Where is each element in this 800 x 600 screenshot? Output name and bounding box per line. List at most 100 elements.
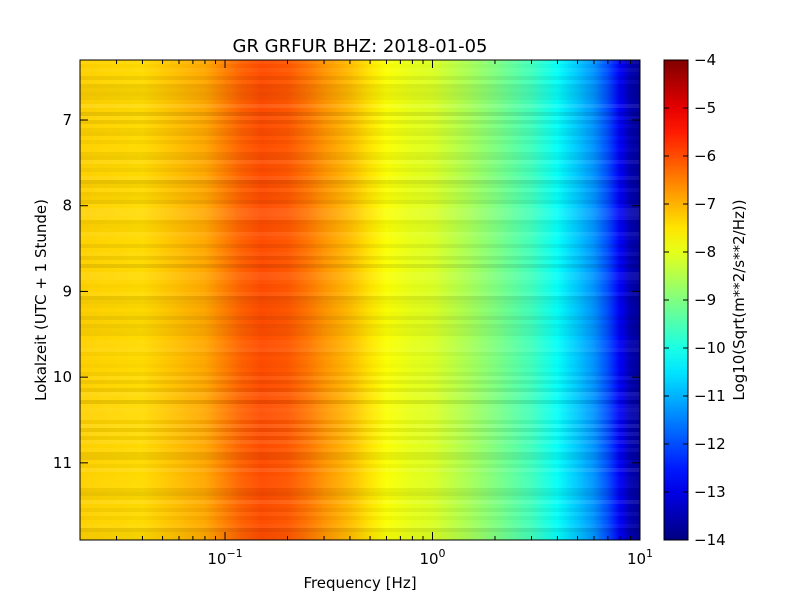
time-row (80, 148, 640, 152)
time-row (80, 160, 640, 164)
colorbar-tick-label: −5 (694, 99, 716, 117)
time-row (80, 364, 640, 368)
x-tick-base: 10 (627, 550, 646, 568)
time-row (80, 80, 640, 84)
time-row (80, 428, 640, 432)
time-row (80, 296, 640, 300)
colorbar-tick-label: −8 (694, 243, 716, 261)
time-row (80, 112, 640, 116)
time-row (80, 96, 640, 100)
time-row (80, 320, 640, 324)
time-row (80, 508, 640, 512)
time-row (80, 348, 640, 352)
time-row (80, 536, 640, 540)
y-tick-label: 11 (53, 454, 72, 472)
time-row (80, 116, 640, 120)
y-axis: 7 8 9 10 11 (53, 111, 640, 472)
time-row (80, 264, 640, 268)
time-row (80, 232, 640, 236)
time-row (80, 416, 640, 420)
time-row (80, 244, 640, 248)
x-tick-exponent: −1 (226, 547, 242, 560)
chart-title: GR GRFUR BHZ: 2018-01-05 (233, 36, 488, 57)
y-tick-label: 10 (53, 368, 72, 386)
x-tick-base: 10 (419, 550, 438, 568)
time-row (80, 268, 640, 272)
time-row (80, 372, 640, 376)
time-row (80, 468, 640, 472)
x-axis-title: Frequency [Hz] (303, 574, 416, 592)
time-row (80, 204, 640, 208)
time-row (80, 532, 640, 536)
time-row (80, 252, 640, 256)
colorbar-tick-label: −9 (694, 291, 716, 309)
time-row (80, 220, 640, 224)
time-row (80, 164, 640, 168)
time-row (80, 152, 640, 156)
colorbar-tick-label: −4 (694, 51, 716, 69)
x-tick-label: 10−1 (207, 547, 242, 568)
time-row (80, 280, 640, 284)
time-row (80, 520, 640, 524)
time-row (80, 516, 640, 520)
time-row (80, 156, 640, 160)
time-row (80, 132, 640, 136)
time-row (80, 120, 640, 124)
time-row (80, 460, 640, 464)
time-row (80, 528, 640, 532)
time-row (80, 168, 640, 172)
colorbar-tick-label: −11 (694, 387, 726, 405)
time-row (80, 276, 640, 280)
x-tick-label: 101 (627, 547, 653, 568)
time-row (80, 224, 640, 228)
x-tick-exponent: 0 (439, 547, 446, 560)
time-row (80, 448, 640, 452)
time-row (80, 128, 640, 132)
time-row (80, 512, 640, 516)
time-row (80, 400, 640, 404)
time-row (80, 228, 640, 232)
time-row (80, 72, 640, 76)
plot-frame (79, 59, 641, 541)
time-row (80, 444, 640, 448)
x-tick-exponent: 1 (646, 547, 653, 560)
spectrogram-image (80, 60, 640, 540)
time-row (80, 308, 640, 312)
time-row (80, 356, 640, 360)
time-row (80, 404, 640, 408)
time-row (80, 380, 640, 384)
y-tick-label: 9 (62, 282, 72, 300)
colorbar-tick-label: −12 (694, 435, 726, 453)
time-row (80, 496, 640, 500)
time-row (80, 384, 640, 388)
time-row (80, 124, 640, 128)
x-tick-label: 100 (419, 547, 445, 568)
time-row (80, 68, 640, 72)
time-row (80, 376, 640, 380)
time-row (80, 76, 640, 80)
time-row (80, 436, 640, 440)
time-row (80, 288, 640, 292)
y-axis-title: Lokalzeit (UTC + 1 Stunde) (32, 199, 50, 401)
time-row (80, 144, 640, 148)
colorbar-tick-label: −13 (694, 483, 726, 501)
time-row (80, 212, 640, 216)
time-row (80, 272, 640, 276)
x-tick-base: 10 (207, 550, 226, 568)
time-row (80, 388, 640, 392)
time-row (80, 216, 640, 220)
time-row (80, 284, 640, 288)
time-row (80, 176, 640, 180)
time-row (80, 88, 640, 92)
spectrogram-row-variation (80, 60, 640, 540)
time-row (80, 316, 640, 320)
time-row (80, 440, 640, 444)
time-row (80, 484, 640, 488)
time-row (80, 140, 640, 144)
time-row (80, 408, 640, 412)
time-row (80, 172, 640, 176)
time-row (80, 184, 640, 188)
time-row (80, 196, 640, 200)
time-row (80, 500, 640, 504)
